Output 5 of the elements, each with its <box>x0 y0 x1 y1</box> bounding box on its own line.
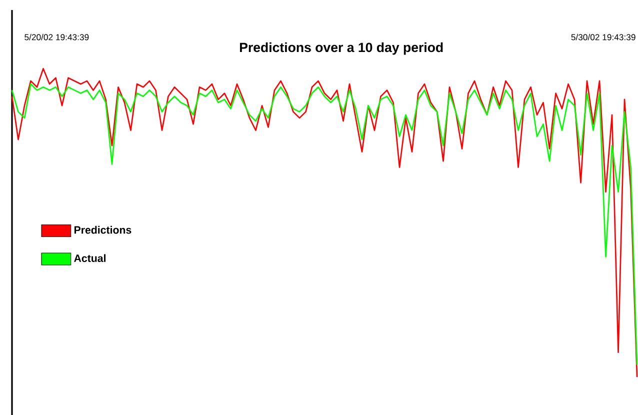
legend-label: Actual <box>74 254 106 262</box>
legend-label: Predictions <box>74 226 132 234</box>
chart-title: Predictions over a 10 day period <box>240 42 443 55</box>
text: 5/30/02 19:43:39 <box>571 34 636 40</box>
text: 5/20/02 19:43:39 <box>24 34 89 40</box>
